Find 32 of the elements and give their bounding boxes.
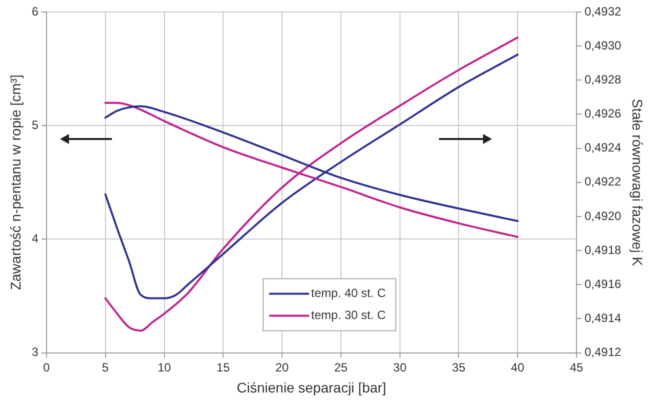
x-axis-title: Ciśnienie separacji [bar] — [236, 379, 386, 396]
y2-tick-label: 0,4920 — [584, 208, 622, 223]
x-tick-label: 20 — [275, 360, 290, 374]
line-series — [104, 36, 519, 332]
y2-tick-label: 0,4914 — [584, 311, 622, 326]
legend-label: temp. 40 st. C — [311, 286, 386, 300]
y2-tick-label: 0,4918 — [584, 242, 622, 257]
y-tick-label: 3 — [32, 345, 39, 360]
x-tick-label: 40 — [510, 360, 525, 374]
y2-tick-label: 0,4922 — [584, 174, 622, 189]
y-tick-label: 4 — [32, 232, 39, 246]
x-tick-label: 25 — [334, 360, 348, 374]
y-axis-title: Zawartość n-pentanu w ropie [cm³] — [7, 74, 24, 290]
y2-tick-label: 0,4912 — [584, 345, 622, 360]
line-series — [104, 54, 519, 300]
x-tick-label: 30 — [393, 360, 407, 374]
x-tick-label: 10 — [158, 360, 172, 374]
x-tick-label: 45 — [570, 360, 584, 374]
y2-tick-label: 0,4928 — [584, 72, 622, 86]
y-tick-label: 5 — [32, 118, 39, 132]
x-tick-label: 35 — [452, 360, 466, 374]
x-tick-label: 15 — [216, 360, 230, 374]
x-tick-label: 5 — [102, 360, 110, 374]
y2-tick-label: 0,4924 — [584, 140, 622, 155]
legend-label: temp. 30 st. C — [311, 308, 386, 322]
y-tick-label: 6 — [32, 4, 39, 18]
y2-axis-title: Stałe równowagi fazowej K — [630, 98, 646, 267]
x-tick-label: 0 — [43, 360, 50, 374]
y2-tick-label: 0,4926 — [584, 106, 622, 121]
y2-tick-label: 0,4916 — [584, 276, 622, 291]
y2-tick-label: 0,4930 — [584, 38, 622, 52]
y2-tick-label: 0,4932 — [584, 4, 622, 18]
